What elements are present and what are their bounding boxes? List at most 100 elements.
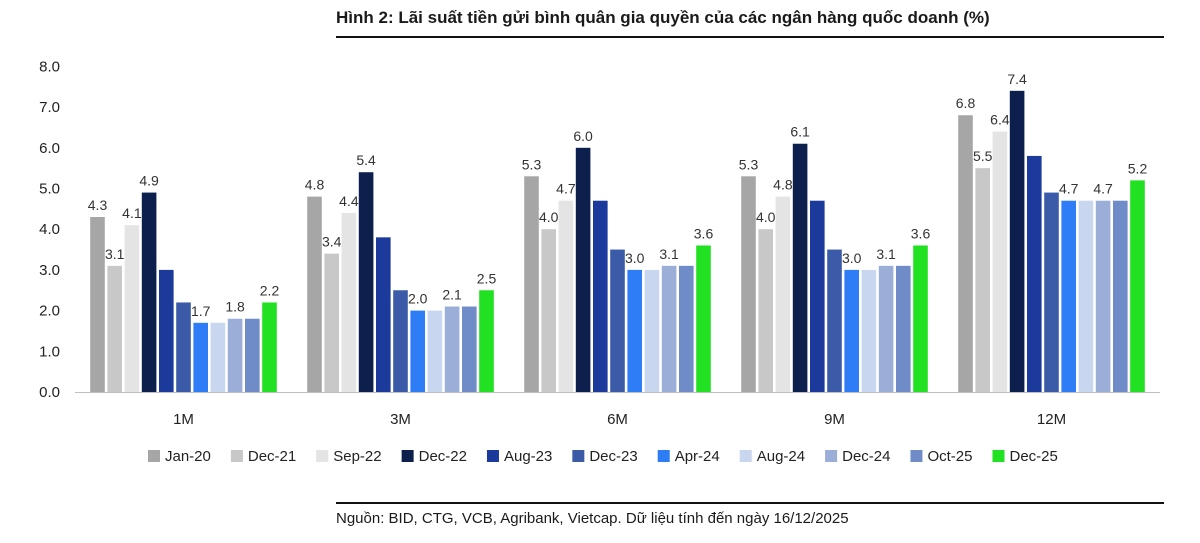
data-label: 6.0	[573, 128, 593, 144]
data-label: 4.7	[1059, 181, 1079, 197]
bar	[741, 176, 756, 392]
legend-swatch	[486, 450, 499, 462]
bar	[245, 318, 260, 392]
bar	[444, 306, 460, 392]
legend-swatch	[825, 450, 838, 462]
y-tick-label: 7.0	[39, 99, 60, 116]
data-label: 5.2	[1128, 160, 1148, 176]
bar	[107, 265, 122, 392]
legend-label: Dec-23	[589, 448, 637, 465]
data-label: 4.0	[539, 209, 559, 225]
y-tick-label: 3.0	[39, 262, 60, 279]
data-label: 4.1	[122, 205, 142, 221]
bar-chart: 0.0 1.0 2.0 3.0 4.0 5.0 6.0 7.0 8.0 4.3 3.1 4.1 4.9 1…	[39, 58, 1160, 465]
data-label: 4.7	[556, 181, 576, 197]
data-label: 6.4	[990, 112, 1010, 128]
bar	[159, 269, 174, 392]
bar	[141, 192, 157, 392]
data-label: 4.4	[339, 193, 359, 209]
bar	[479, 290, 494, 392]
bar	[90, 216, 105, 392]
source-note: Nguồn: BID, CTG, VCB, Agribank, Vietcap.…	[336, 510, 849, 527]
bar	[792, 143, 808, 392]
bar	[462, 306, 477, 392]
bar	[644, 269, 660, 392]
bar	[1130, 180, 1145, 392]
bar	[679, 265, 694, 392]
data-label: 5.5	[973, 148, 993, 164]
data-label: 2.1	[442, 287, 462, 303]
data-label: 7.4	[1007, 71, 1027, 87]
data-label: 5.4	[356, 152, 376, 168]
data-label: 3.6	[694, 225, 714, 241]
legend-swatch	[992, 450, 1005, 462]
bar	[1061, 200, 1076, 392]
data-label: 5.3	[739, 156, 759, 172]
x-tick-label: 1M	[173, 411, 194, 428]
data-label: 4.0	[756, 209, 776, 225]
y-tick-label: 6.0	[39, 140, 60, 157]
data-label: 2.5	[477, 270, 497, 286]
legend-label: Sep-22	[333, 448, 381, 465]
bar	[524, 176, 539, 392]
data-label: 3.6	[911, 225, 931, 241]
bar	[262, 302, 277, 392]
data-label: 3.1	[659, 246, 679, 262]
legend-label: Dec-24	[842, 448, 890, 465]
legend-swatch	[316, 450, 329, 462]
bar	[844, 269, 859, 392]
data-label: 4.8	[305, 177, 325, 193]
bar	[913, 245, 928, 392]
bar	[193, 322, 208, 392]
bar	[558, 200, 574, 392]
bar	[593, 200, 608, 392]
bar	[410, 310, 425, 392]
legend-label: Oct-25	[927, 448, 972, 465]
legend-swatch	[230, 450, 243, 462]
legend-label: Apr-24	[675, 448, 720, 465]
bar	[661, 265, 677, 392]
data-label: 4.9	[139, 173, 159, 189]
y-tick-label: 2.0	[39, 303, 60, 320]
legend-label: Dec-21	[248, 448, 296, 465]
bar	[176, 302, 191, 392]
bar	[775, 196, 791, 392]
data-label: 1.7	[191, 303, 211, 319]
x-tick-label: 9M	[824, 411, 845, 428]
data-label: 4.8	[773, 177, 793, 193]
data-label: 5.3	[522, 156, 542, 172]
data-label: 4.7	[1093, 181, 1113, 197]
legend-swatch	[910, 450, 923, 462]
bar	[758, 229, 773, 392]
chart-title: Hình 2: Lãi suất tiền gửi bình quân gia …	[336, 8, 990, 27]
data-label: 3.4	[322, 234, 342, 250]
legend-swatch	[401, 450, 414, 462]
y-tick-label: 1.0	[39, 343, 60, 360]
y-tick-label: 0.0	[39, 384, 60, 401]
source-divider	[336, 502, 1164, 504]
bar	[810, 200, 825, 392]
bar	[210, 322, 226, 392]
bar	[124, 225, 140, 392]
bar	[358, 172, 374, 392]
bar	[1095, 200, 1111, 392]
bar	[878, 265, 894, 392]
bar	[307, 196, 322, 392]
bar	[958, 115, 973, 393]
legend-swatch	[572, 450, 585, 462]
data-label: 2.2	[260, 282, 280, 298]
bar	[575, 147, 591, 392]
legend-swatch	[739, 450, 752, 462]
y-tick-label: 4.0	[39, 221, 60, 238]
x-tick-label: 6M	[607, 411, 628, 428]
data-label: 6.8	[956, 95, 976, 111]
x-tick-label: 12M	[1037, 411, 1066, 428]
data-label: 3.1	[105, 246, 125, 262]
data-label: 1.8	[225, 299, 245, 315]
bar	[341, 212, 357, 392]
x-tick-label: 3M	[390, 411, 411, 428]
data-label: 4.3	[88, 197, 108, 213]
bar	[376, 237, 391, 392]
data-label: 3.1	[876, 246, 896, 262]
bar	[992, 131, 1008, 392]
